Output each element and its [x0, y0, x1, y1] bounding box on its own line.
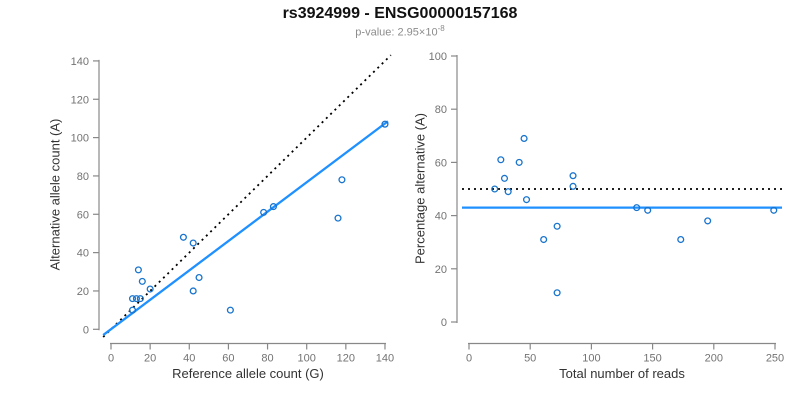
data-point	[128, 295, 137, 303]
data-point	[491, 185, 499, 193]
data-point	[269, 203, 277, 211]
y-tick-label: 60	[435, 157, 447, 169]
y-tick-label: 120	[71, 94, 89, 106]
x-tick-label: 40	[183, 353, 195, 365]
data-point	[179, 233, 187, 241]
x-tick-label: 50	[524, 353, 536, 365]
data-point	[553, 289, 561, 297]
y-tick-label: 100	[71, 133, 89, 145]
figure-subtitle: p-value: 2.95×10-8	[0, 24, 800, 39]
y-tick-label: 0	[83, 324, 89, 336]
data-point	[569, 182, 577, 190]
data-point	[132, 295, 140, 303]
data-point	[520, 134, 528, 143]
x-tick-label: 120	[337, 353, 355, 365]
data-point	[260, 208, 268, 216]
data-point	[189, 287, 197, 295]
y-tick-label: 80	[435, 104, 447, 116]
right-y-axis-label: Percentage alternative (A)	[412, 112, 428, 265]
data-point	[504, 188, 512, 196]
x-tick-label: 200	[705, 353, 723, 365]
x-tick-label: 150	[643, 353, 661, 365]
x-axis: 0 20 40 60 80 100 120 140	[108, 342, 394, 365]
data-point	[138, 277, 146, 285]
y-tick-label: 40	[435, 211, 447, 223]
y-tick-label: 100	[429, 51, 447, 63]
right-scatter-plot: 0 20 40 60 80 100 0 50 100 150 200 250	[429, 51, 785, 365]
data-point	[189, 239, 197, 247]
data-point	[136, 295, 144, 303]
data-point	[338, 176, 346, 184]
data-point	[515, 158, 523, 166]
data-point	[569, 172, 577, 180]
x-tick-label: 100	[298, 353, 316, 365]
left-scatter-plot: 0 20 40 60 80 100 120 140 0 20 40 60 80 100 120 140	[71, 54, 394, 365]
data-points	[128, 120, 389, 314]
data-point	[500, 174, 509, 182]
data-points	[491, 134, 778, 297]
y-tick-label: 0	[441, 317, 447, 329]
y-tick-label: 40	[77, 248, 89, 260]
data-point	[770, 206, 778, 214]
x-tick-label: 250	[766, 353, 784, 365]
identity-line	[102, 54, 392, 338]
data-point	[381, 120, 389, 128]
data-point	[644, 206, 652, 214]
y-tick-label: 20	[435, 264, 447, 276]
data-point	[677, 235, 685, 244]
y-tick-label: 140	[71, 56, 89, 68]
data-point	[522, 196, 531, 204]
right-x-axis-label: Total number of reads	[559, 366, 685, 381]
x-tick-label: 100	[582, 353, 600, 365]
y-tick-label: 60	[77, 209, 89, 221]
fit-line	[102, 120, 389, 336]
data-point	[633, 204, 641, 212]
data-point	[226, 306, 234, 314]
figure-title: rs3924999 - ENSG00000157168	[282, 5, 518, 22]
y-tick-label: 80	[77, 171, 89, 183]
data-point	[146, 285, 154, 293]
x-tick-label: 60	[222, 353, 234, 365]
pvalue-exponent: -8	[437, 24, 445, 33]
y-axis: 0 20 40 60 80 100 120 140	[71, 56, 100, 336]
data-point	[497, 156, 505, 164]
data-point	[195, 273, 203, 282]
data-point	[334, 214, 342, 222]
pvalue-text: p-value: 2.95×10	[355, 26, 438, 39]
data-point	[553, 222, 561, 230]
y-tick-label: 20	[77, 286, 89, 298]
x-tick-label: 80	[261, 353, 273, 365]
data-point	[128, 306, 137, 314]
data-point	[134, 266, 142, 274]
data-point	[540, 235, 548, 244]
x-axis: 0 50 100 150 200 250	[466, 342, 784, 365]
data-point	[704, 217, 712, 225]
left-x-axis-label: Reference allele count (G)	[172, 366, 324, 381]
x-tick-label: 20	[144, 353, 156, 365]
x-tick-label: 140	[376, 353, 394, 365]
x-tick-label: 0	[108, 353, 114, 365]
x-tick-label: 0	[466, 353, 472, 365]
y-axis: 0 20 40 60 80 100	[429, 51, 458, 329]
left-y-axis-label: Alternative allele count (A)	[47, 118, 63, 271]
